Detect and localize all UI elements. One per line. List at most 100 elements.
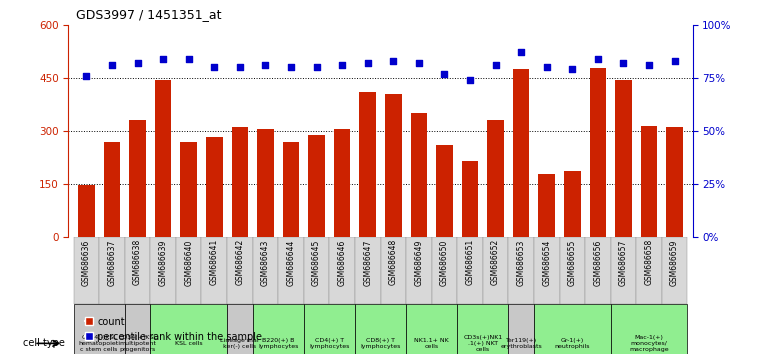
Text: GSM686649: GSM686649 <box>414 239 423 286</box>
Text: GSM686647: GSM686647 <box>363 239 372 286</box>
Legend: count, percentile rank within the sample: count, percentile rank within the sample <box>81 313 266 346</box>
Text: CD4(+) T
lymphocytes: CD4(+) T lymphocytes <box>309 338 349 349</box>
Bar <box>355 304 406 354</box>
Bar <box>487 120 504 237</box>
Bar <box>125 304 151 354</box>
Text: GSM686638: GSM686638 <box>133 239 142 285</box>
Bar <box>610 304 687 354</box>
Bar <box>125 237 151 304</box>
Bar <box>662 237 687 304</box>
Bar <box>436 145 453 237</box>
Text: cell type: cell type <box>23 338 65 348</box>
Point <box>361 60 374 66</box>
Bar <box>227 237 253 304</box>
Text: GSM686650: GSM686650 <box>440 239 449 286</box>
Point <box>209 64 221 70</box>
Text: GSM686646: GSM686646 <box>338 239 347 286</box>
Bar <box>279 237 304 304</box>
Bar <box>74 304 125 354</box>
Text: Gr-1(+)
neutrophils: Gr-1(+) neutrophils <box>555 338 590 349</box>
Point <box>157 56 169 62</box>
Bar <box>482 237 508 304</box>
Text: GSM686641: GSM686641 <box>210 239 218 285</box>
Text: GSM686648: GSM686648 <box>389 239 398 285</box>
Bar <box>227 304 253 354</box>
Bar <box>410 113 427 237</box>
Bar <box>513 69 530 237</box>
Point <box>412 60 425 66</box>
Point <box>540 64 552 70</box>
Text: CD3s(+)NK1
.1(+) NKT
cells: CD3s(+)NK1 .1(+) NKT cells <box>463 335 502 352</box>
Bar <box>559 237 585 304</box>
Text: GSM686645: GSM686645 <box>312 239 321 286</box>
Bar <box>304 304 355 354</box>
Text: GSM686643: GSM686643 <box>261 239 270 286</box>
Point <box>310 64 323 70</box>
Text: GSM686642: GSM686642 <box>235 239 244 285</box>
Bar <box>539 174 555 237</box>
Point <box>566 67 578 72</box>
Point <box>132 60 144 66</box>
Bar <box>151 304 227 354</box>
Text: KSL cells: KSL cells <box>175 341 202 346</box>
Bar <box>457 304 508 354</box>
Bar <box>610 237 636 304</box>
Text: GSM686644: GSM686644 <box>286 239 295 286</box>
Text: Ter119(+)
erythroblasts: Ter119(+) erythroblasts <box>500 338 542 349</box>
Bar <box>457 237 482 304</box>
Text: GSM686656: GSM686656 <box>594 239 603 286</box>
Point <box>464 77 476 83</box>
Bar <box>564 171 581 237</box>
Bar <box>585 237 610 304</box>
Point <box>515 50 527 55</box>
Bar <box>206 137 222 237</box>
Text: GSM686639: GSM686639 <box>158 239 167 286</box>
Bar <box>202 237 227 304</box>
Bar <box>330 237 355 304</box>
Point <box>387 58 400 64</box>
Bar <box>257 129 274 237</box>
Text: GSM686651: GSM686651 <box>466 239 475 285</box>
Bar <box>304 237 330 304</box>
Point <box>617 60 629 66</box>
Bar <box>462 161 479 237</box>
Bar <box>231 127 248 237</box>
Bar <box>534 304 610 354</box>
Bar <box>176 237 202 304</box>
Text: CD34(-)KSL
hematopoieti
c stem cells: CD34(-)KSL hematopoieti c stem cells <box>78 335 120 352</box>
Text: GSM686657: GSM686657 <box>619 239 628 286</box>
Bar <box>74 237 99 304</box>
Bar <box>253 304 304 354</box>
Point <box>489 62 501 68</box>
Bar <box>180 142 197 237</box>
Bar <box>380 237 406 304</box>
Point <box>438 71 451 76</box>
Bar <box>253 237 279 304</box>
Bar <box>508 304 534 354</box>
Bar <box>129 120 146 237</box>
Point <box>234 64 246 70</box>
Bar <box>636 237 662 304</box>
Point <box>668 58 680 64</box>
Bar <box>590 68 607 237</box>
Text: GSM686658: GSM686658 <box>645 239 654 285</box>
Point <box>643 62 655 68</box>
Bar <box>508 237 534 304</box>
Text: CD8(+) T
lymphocytes: CD8(+) T lymphocytes <box>360 338 401 349</box>
Text: GSM686655: GSM686655 <box>568 239 577 286</box>
Point <box>260 62 272 68</box>
Bar <box>641 126 658 237</box>
Point <box>106 62 118 68</box>
Bar <box>667 127 683 237</box>
Bar <box>103 142 120 237</box>
Bar <box>151 237 176 304</box>
Text: GSM686637: GSM686637 <box>107 239 116 286</box>
Text: NK1.1+ NK
cells: NK1.1+ NK cells <box>414 338 449 349</box>
Bar <box>334 129 351 237</box>
Bar <box>406 304 457 354</box>
Text: Mac-1(+)
monocytes/
macrophage: Mac-1(+) monocytes/ macrophage <box>629 335 669 352</box>
Bar <box>154 80 171 237</box>
Bar <box>99 237 125 304</box>
Text: B220(+) B
lymphocytes: B220(+) B lymphocytes <box>258 338 298 349</box>
Bar <box>406 237 431 304</box>
